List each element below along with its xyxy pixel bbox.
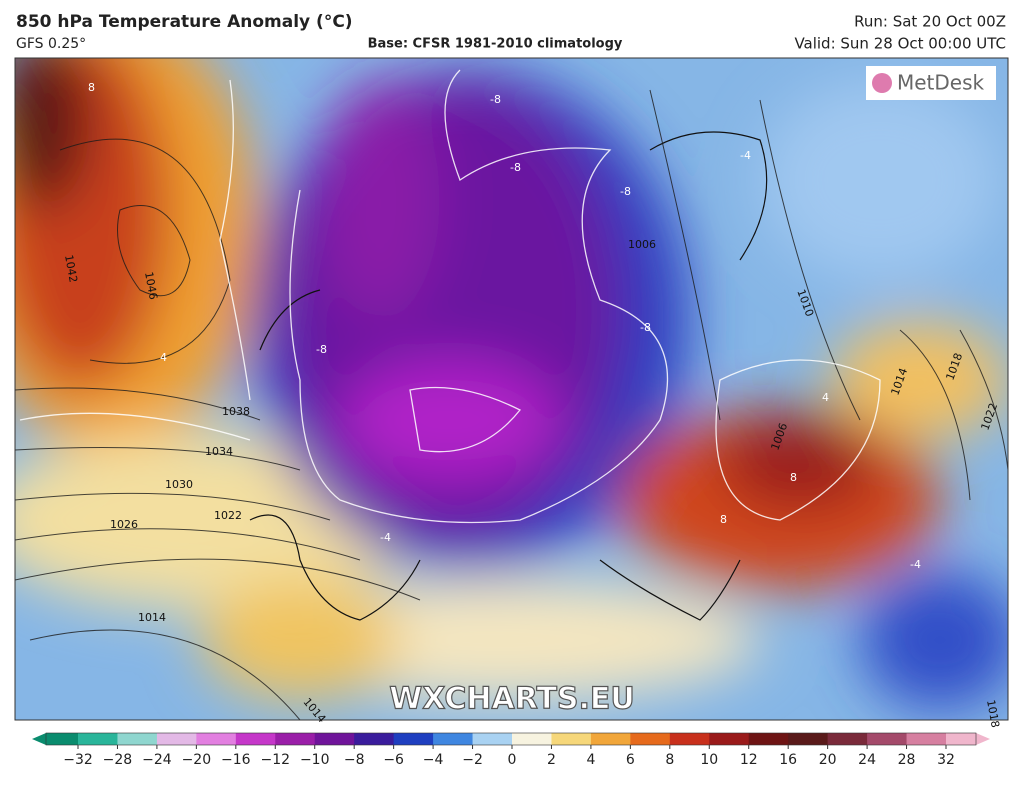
coastline [249,131,768,621]
run: Run: Sat 20 Oct 00Z [854,13,1006,31]
map-frame [14,57,1009,721]
colorbar-label: 32 [937,752,955,768]
anomaly-label: -4 [740,149,751,162]
anomaly-field [15,58,1008,710]
map [15,58,1008,720]
anomaly-label: -8 [620,185,631,198]
isobar-label: 1022 [214,509,242,522]
colorbar-label: 4 [586,752,595,768]
colorbar-label: 6 [626,752,635,768]
isobar [15,89,1008,720]
colorbar-label: 8 [665,752,674,768]
anomaly-contour [19,69,881,524]
colorbar-frame [45,732,977,746]
colorbar-segment [630,733,671,745]
base: Base: CFSR 1981-2010 climatology [368,37,623,52]
anomaly-label: 8 [790,471,797,484]
colorbar-end [976,733,990,745]
anomaly-label: -4 [380,531,391,544]
colorbar-segment [590,733,631,745]
colorbar-segment [393,733,434,745]
anomaly-label: 8 [88,81,95,94]
isobar-label: 1006 [628,238,656,251]
model: GFS 0.25° [16,36,86,52]
isobar-label: 1014 [138,611,166,624]
colorbar-label: 28 [898,752,916,768]
colorbar-label: −28 [103,752,133,768]
colorbar-label: 0 [508,752,517,768]
colorbar: −32 −28 −24 −20 −16 −12 −10 −8 −6 −4 −2 0 2 4 6 8 10 12 16… [32,732,990,768]
colorbar-segment [512,733,552,745]
anomaly-label: 8 [720,513,727,526]
colorbar-label: −20 [182,752,212,768]
anomaly-label: -4 [910,558,921,571]
colorbar-label: −8 [344,752,365,768]
isobar-label: 1046 [142,271,160,301]
colorbar-label: 10 [700,752,718,768]
colorbar-segment [709,733,750,745]
colorbar-label: −24 [142,752,172,768]
colorbar-segment [235,733,276,745]
isobar-label: 1026 [110,518,138,531]
colorbar-label: −16 [221,752,251,768]
isobar-label: 1038 [222,405,250,418]
colorbar-segment [433,733,474,745]
anomaly-label: 4 [160,351,167,364]
colorbar-segment [78,733,118,745]
colorbar-label: −10 [300,752,330,768]
colorbar-segment [196,733,237,745]
colorbar-label: 2 [547,752,556,768]
colorbar-label: 16 [779,752,797,768]
anomaly-label: -8 [640,321,651,334]
valid: Valid: Sun 28 Oct 00:00 UTC [794,35,1006,53]
colorbar-label: −32 [63,752,93,768]
anomaly-label: 4 [822,391,829,404]
colorbar-segment [867,733,908,745]
colorbar-label: −12 [260,752,290,768]
isobar-label: 1042 [62,254,80,284]
colorbar-segment [156,733,197,745]
isobar-label: 1018 [984,699,1002,729]
colorbar-segment [946,733,977,745]
anomaly-label: -8 [510,161,521,174]
colorbar-segment [314,733,355,745]
colorbar-label: 12 [740,752,758,768]
watermark: WXCHARTS.EU [389,682,635,717]
colorbar-segment [748,733,789,745]
colorbar-label: 20 [819,752,837,768]
logo: MetDesk [897,71,985,95]
anomaly-label: -8 [316,343,327,356]
colorbar-label: −2 [462,752,483,768]
colorbar-segment [788,733,829,745]
colorbar-segment [827,733,868,745]
colorbar-end [32,733,46,745]
colorbar-segment [551,733,592,745]
colorbar-segment [275,733,316,745]
colorbar-label: −4 [423,752,444,768]
isobar-label: 1030 [165,478,193,491]
colorbar-label: 24 [858,752,876,768]
colorbar-segment [46,733,79,745]
colorbar-segment [354,733,395,745]
anomaly-label: -8 [490,93,501,106]
logo-icon [872,73,892,93]
colorbar-segment [117,733,158,745]
title: 850 hPa Temperature Anomaly (°C) [16,12,353,32]
colorbar-segment [669,733,710,745]
colorbar-segment [906,733,947,745]
colorbar-segment [472,733,513,745]
isobar-label: 1034 [205,445,233,458]
colorbar-label: −6 [383,752,404,768]
